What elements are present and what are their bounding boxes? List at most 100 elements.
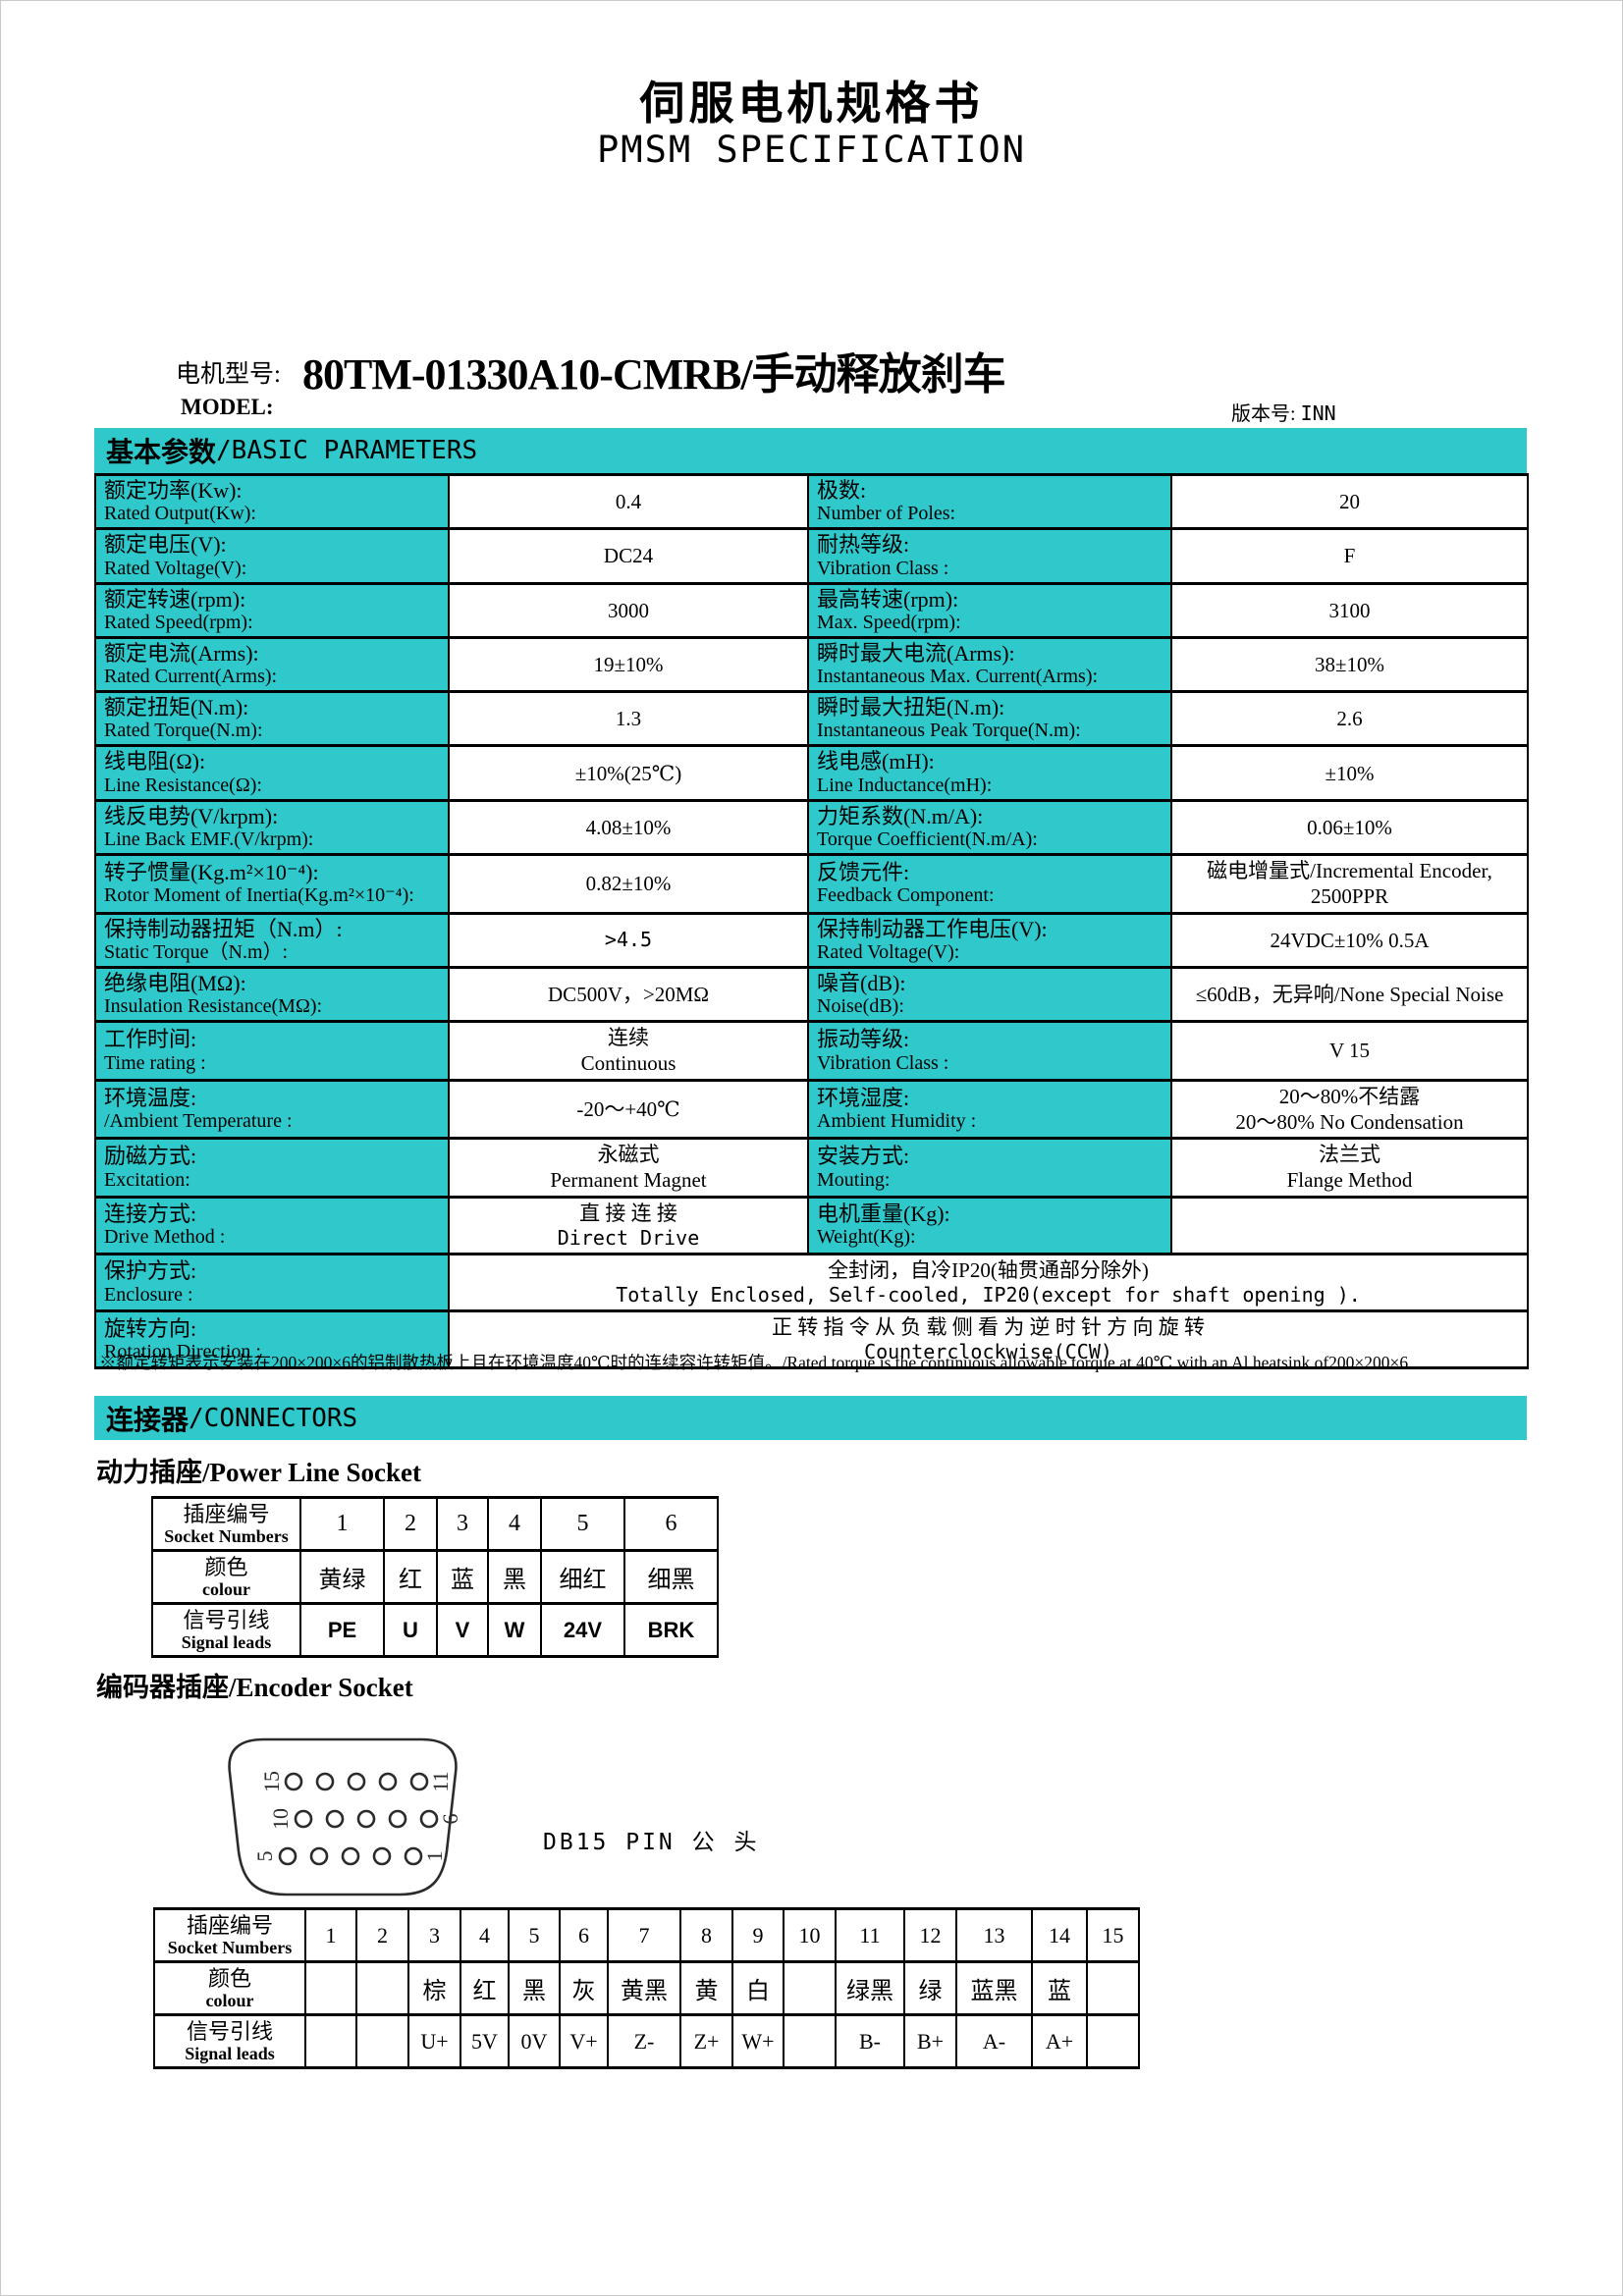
param-label-cn: 保持制动器扭矩（N.m）: xyxy=(104,916,343,941)
signal-lead-cell xyxy=(783,2013,837,2069)
param-value-cell: 直 接 连 接 Direct Drive xyxy=(448,1195,809,1255)
param-label-en: Insulation Resistance(MΩ): xyxy=(104,995,323,1018)
row-header-cn: 颜色 xyxy=(204,1554,248,1579)
socket-number-cell: 14 xyxy=(1031,1907,1088,1963)
colour-cell: 灰 xyxy=(559,1960,609,2016)
colour-cell: 绿 xyxy=(903,1960,957,2016)
param-row: 旋转方向: Rotation Direction :正 转 指 令 从 负 载 侧… xyxy=(94,1309,1529,1370)
param-label-cn: 极数: xyxy=(817,478,867,503)
param-value-cell: ≤60dB，无异响/None Special Noise xyxy=(1170,965,1529,1024)
signal-lead-cell: B- xyxy=(835,2013,905,2069)
param-label-en: Rated Voltage(V): xyxy=(817,940,960,963)
pin-label-10: 10 xyxy=(268,1808,293,1830)
param-label-cell: 转子惯量(Kg.m²×10⁻⁴): Rotor Moment of Inertia… xyxy=(94,853,450,915)
rated-torque-footnote: ※额定转矩表示安装在200×200×6的铝制散热板上且在环境温度40℃时的连续容… xyxy=(99,1353,1413,1372)
param-row: 保护方式: Enclosure : 全封闭，自冷IP20(轴贯通部分除外) Total… xyxy=(94,1252,1529,1313)
db15-connector-diagram: 15 11 10 6 5 1 xyxy=(228,1737,462,1896)
row-header-cell: 插座编号 Socket Numbers xyxy=(153,1907,306,1963)
param-label-cn: 安装方式: xyxy=(817,1144,910,1169)
param-value-cell: 0.06±10% xyxy=(1170,798,1529,857)
param-row: 额定电流(Arms): Rated Current(Arms): 19±10% 瞬时最… xyxy=(94,635,1529,694)
row-header-en: Socket Numbers xyxy=(167,1937,293,1957)
param-label-cn: 环境温度: xyxy=(104,1085,197,1110)
colour-cell: 蓝 xyxy=(1031,1960,1088,2016)
colour-cell: 红 xyxy=(383,1549,438,1605)
param-value-cell: 20～80%不结露 20～80% No Condensation xyxy=(1170,1078,1529,1141)
param-label-cell: 额定电压(V): Rated Voltage(V): xyxy=(94,527,450,585)
param-label-cell: 环境湿度: Ambient Humidity : xyxy=(807,1078,1172,1141)
param-row: 连接方式: Drive Method :直 接 连 接 Direct Drive 电机… xyxy=(94,1195,1529,1255)
row-header-en: Socket Numbers xyxy=(164,1525,289,1546)
colour-cell: 红 xyxy=(460,1960,510,2016)
param-label-en: Rated Speed(rpm): xyxy=(104,611,253,633)
heading-en: Power Line Socket xyxy=(209,1458,421,1487)
version-label: 版本号: xyxy=(1231,403,1301,425)
signal-lead-cell: U+ xyxy=(407,2013,461,2069)
param-value-cell: 正 转 指 令 从 负 载 侧 看 为 逆 时 针 方 向 旋 转 Counter… xyxy=(448,1309,1529,1370)
param-label-cn: 瞬时最大扭矩(N.m): xyxy=(817,695,1005,721)
signal-lead-cell: PE xyxy=(299,1602,385,1658)
param-label-cell: 连接方式: Drive Method : xyxy=(94,1195,450,1255)
socket-number-cell: 1 xyxy=(304,1907,357,1963)
param-label-cell: 保持制动器工作电压(V): Rated Voltage(V): xyxy=(807,911,1172,969)
param-value-cell: 2.6 xyxy=(1170,690,1529,748)
signal-lead-cell xyxy=(355,2013,409,2069)
param-row: 保持制动器扭矩（N.m）: Static Torque（N.m）: >4.5 保持制动… xyxy=(94,911,1529,969)
param-label-cell: 安装方式: Mouting: xyxy=(807,1137,1172,1199)
section-title-cn: 基本参数 xyxy=(106,438,217,468)
param-label-cn: 环境湿度: xyxy=(817,1085,910,1110)
colour-cell: 细黑 xyxy=(623,1549,719,1605)
connector-row: 信号引线 Signal leads PE U V W 24V BRK xyxy=(151,1602,719,1658)
param-value-cell: 38±10% xyxy=(1170,635,1529,694)
connector-row: 信号引线 Signal leads U+ 5V 0V V+ Z- Z+ W+ B- B+ A- A+ xyxy=(153,2013,1140,2069)
param-value-cell: -20～+40℃ xyxy=(448,1078,809,1141)
param-label-cn: 励磁方式: xyxy=(104,1144,197,1169)
param-label-cell: 耐热等级: Vibration Class : xyxy=(807,527,1172,585)
param-label-cell: 额定电流(Arms): Rated Current(Arms): xyxy=(94,635,450,694)
param-value-cell xyxy=(1170,1195,1529,1255)
colour-cell: 蓝黑 xyxy=(955,1960,1033,2016)
param-label-cell: 振动等级: Vibration Class : xyxy=(807,1020,1172,1082)
socket-number-cell: 6 xyxy=(559,1907,609,1963)
db15-caption: DB15 PIN 公 头 xyxy=(543,1830,760,1855)
param-value-cell: 3100 xyxy=(1170,581,1529,639)
param-label-en: Drive Method : xyxy=(104,1226,226,1249)
param-row: 绝缘电阻(MΩ): Insulation Resistance(MΩ): DC500… xyxy=(94,965,1529,1024)
param-label-cn: 力矩系数(N.m/A): xyxy=(817,803,984,828)
param-row: 转子惯量(Kg.m²×10⁻⁴): Rotor Moment of Inertia… xyxy=(94,853,1529,915)
row-header-en: Signal leads xyxy=(185,2043,275,2063)
colour-cell: 棕 xyxy=(407,1960,461,2016)
param-label-cell: 额定扭矩(N.m): Rated Torque(N.m): xyxy=(94,690,450,748)
basic-parameters-table: 额定功率(Kw): Rated Output(Kw): 0.4 极数: Number o… xyxy=(94,472,1529,1370)
param-value-cell: 磁电增量式/Incremental Encoder, 2500PPR xyxy=(1170,853,1529,915)
param-value-cell: 0.4 xyxy=(448,472,809,531)
colour-cell: 蓝 xyxy=(436,1549,489,1605)
socket-number-cell: 1 xyxy=(299,1496,385,1552)
page-subtitle: PMSM SPECIFICATION xyxy=(597,129,1026,171)
row-header-cell: 信号引线 Signal leads xyxy=(153,2013,306,2069)
model-label-cn: 电机型号: xyxy=(176,361,281,388)
encoder-socket-rows: 插座编号 Socket Numbers 1 2 3 4 5 6 7 8 9 10 11 12 13 14 15 颜… xyxy=(153,1907,1140,2069)
param-value-cell: ±10% xyxy=(1170,744,1529,802)
param-label-en: Ambient Humidity : xyxy=(817,1110,977,1133)
param-label-en: Mouting: xyxy=(817,1168,891,1191)
param-value-cell: DC24 xyxy=(448,527,809,585)
param-label-en: Rotor Moment of Inertia(Kg.m²×10⁻⁴): xyxy=(104,884,414,907)
socket-number-cell: 11 xyxy=(835,1907,905,1963)
pin-label-15: 15 xyxy=(259,1771,284,1792)
socket-number-cell: 2 xyxy=(355,1907,409,1963)
section-header-connectors: 连接器 /CONNECTORS xyxy=(94,1396,1527,1440)
param-row: 线电阻(Ω): Line Resistance(Ω): ±10%(25℃) 线电感(m… xyxy=(94,744,1529,802)
param-label-cell: 工作时间: Time rating : xyxy=(94,1020,450,1082)
param-row: 线反电势(V/krpm): Line Back EMF.(V/krpm): 4.08… xyxy=(94,798,1529,857)
pin-label-11: 11 xyxy=(428,1771,453,1791)
param-label-cn: 转子惯量(Kg.m²×10⁻⁴): xyxy=(104,860,319,885)
param-label-en: Excitation: xyxy=(104,1168,190,1191)
connector-row: 插座编号 Socket Numbers 1 2 3 4 5 6 xyxy=(151,1496,719,1552)
power-line-socket-heading: 动力插座/Power Line Socket xyxy=(96,1451,421,1489)
param-value-cell: 0.82±10% xyxy=(448,853,809,915)
param-row: 环境温度:/Ambient Temperature : -20～+40℃ 环境湿度:… xyxy=(94,1078,1529,1141)
signal-lead-cell: V xyxy=(436,1602,489,1658)
param-label-cn: 额定电流(Arms): xyxy=(104,640,259,666)
colour-cell: 绿黑 xyxy=(835,1960,905,2016)
